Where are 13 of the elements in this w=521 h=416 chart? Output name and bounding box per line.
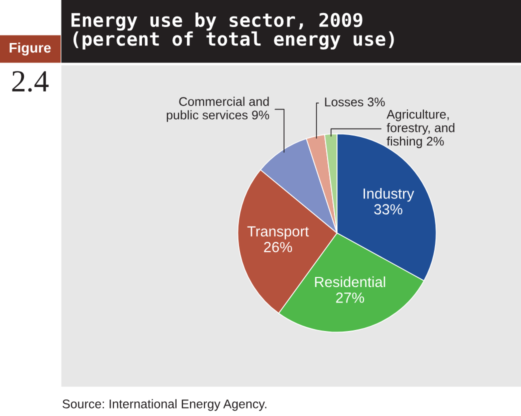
data-label: 27% xyxy=(336,292,364,303)
slice-label: Transport xyxy=(247,226,309,240)
source-note: Source: International Energy Agency. xyxy=(62,399,266,411)
slice-label: Commercial and public services 9% xyxy=(166,96,270,122)
text: Figure xyxy=(10,42,51,56)
slice-label: Agriculture, forestry, and fishing 2% xyxy=(386,110,454,148)
data-label: 33% xyxy=(374,204,402,214)
slice-label: Industry xyxy=(364,188,414,202)
slice-label: Losses 3% xyxy=(325,98,385,106)
slice-label: Residential xyxy=(315,276,386,288)
chart-title: Energy use by sector, 2009 (percent of total energy use) xyxy=(72,12,394,50)
data-label: 26% xyxy=(264,242,292,252)
text: 2.4 xyxy=(12,71,49,92)
